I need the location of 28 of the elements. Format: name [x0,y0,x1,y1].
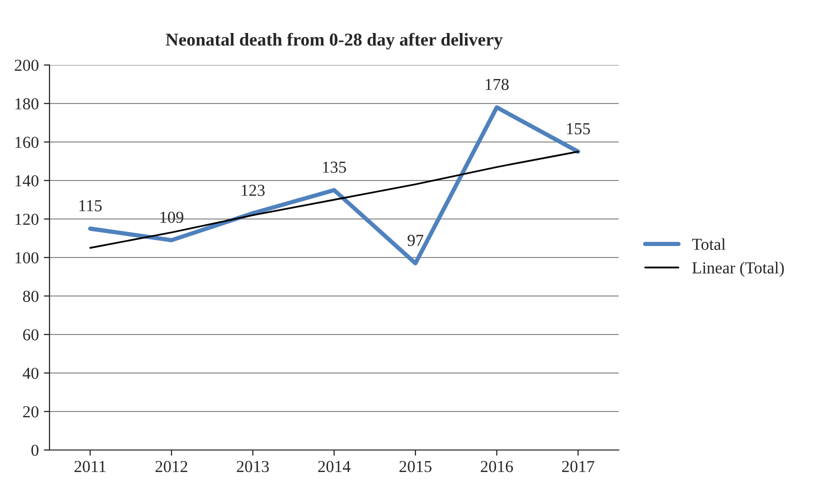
y-tick-label: 20 [23,406,38,418]
y-tick-label: 120 [16,214,38,225]
chart-title: Neonatal death from 0-28 day after delivery [166,32,503,50]
y-tick-label: 0 [31,444,38,456]
y-tick-label: 80 [23,290,38,302]
x-tick-label: 2015 [400,460,432,472]
data-label: 135 [323,162,346,173]
data-label: 123 [242,184,265,196]
y-tick-label: 160 [16,136,38,148]
y-tick-label: 40 [22,368,38,379]
x-tick-label: 2011 [74,460,106,472]
legend-label: Linear (Total) [692,262,784,277]
y-tick-label: 180 [16,98,38,110]
data-label: 115 [79,200,102,212]
legend-label: Total [692,238,726,250]
y-tick-label: 140 [16,175,38,186]
y-tick-label: 60 [23,329,38,340]
y-tick-label: 100 [16,252,38,264]
x-tick-label: 2012 [156,460,188,472]
x-tick-label: 2013 [236,460,269,472]
data-label: 109 [160,212,184,223]
data-label: 178 [486,78,509,90]
y-tick-label: 200 [14,60,38,71]
x-tick-label: 2017 [562,460,594,472]
data-label: 97 [408,234,424,246]
x-tick-label: 2014 [318,460,351,472]
x-tick-label: 2016 [480,460,513,472]
data-label: 155 [567,123,590,134]
